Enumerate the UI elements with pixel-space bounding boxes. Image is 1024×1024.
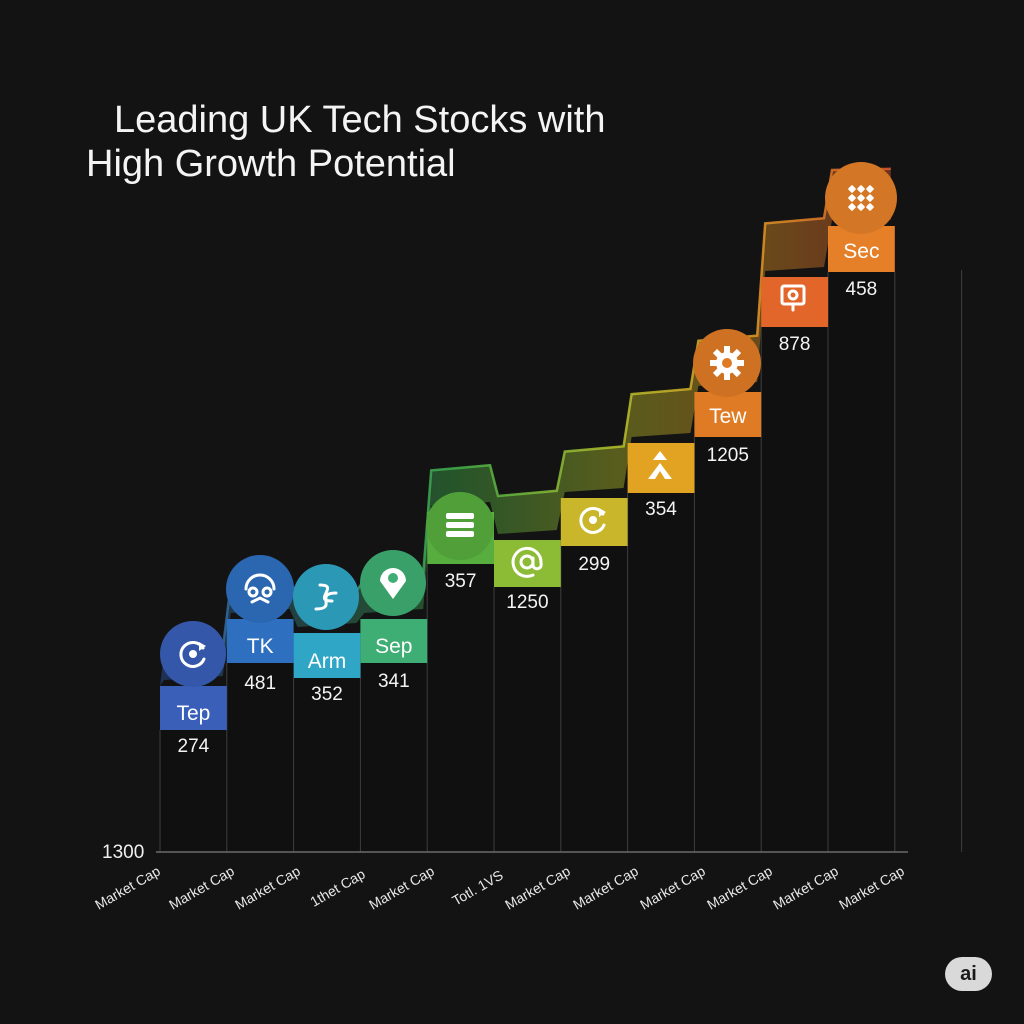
monitor-icon [780,284,806,312]
server-stack-icon [426,492,494,560]
x-tick-label: Market Cap [570,863,641,913]
at-sign-icon [511,546,543,578]
refresh-gear-icon [579,506,606,534]
bar-body [627,493,695,852]
bar-label: Tew [709,405,747,428]
x-tick-label: Market Cap [92,863,163,913]
bar-label: Sec [843,240,879,263]
x-tick-label: Market Cap [232,863,303,913]
x-tick-label: Market Cap [166,863,237,913]
map-pin-icon [360,550,426,616]
x-tick-label: Market Cap [836,863,907,913]
bar-label: Tep [176,702,210,725]
data-label: 1250 [506,592,548,613]
gear-icon [693,329,761,397]
bar [360,619,428,663]
bar-body [828,272,895,852]
bar-label: TK [247,635,274,658]
x-tick-label: Market Cap [704,863,775,913]
data-label: 274 [178,736,210,757]
bar-body [360,663,428,852]
knot-icon [293,564,359,630]
x-tick-label: Market Cap [366,863,437,913]
bar [226,619,294,663]
bar-body [560,546,628,852]
bar [160,686,227,730]
refresh-icon [160,621,226,687]
grid-icon [825,162,897,234]
x-tick-label: Market Cap [637,863,708,913]
chart-title-line-2: High Growth Potential [86,143,456,185]
data-label: 357 [445,571,477,592]
bar-label: Sep [375,635,412,658]
bar [293,633,361,678]
bar-label: Arm [308,650,347,673]
bar [694,392,762,437]
bar-body [427,564,494,852]
data-label: 1205 [707,445,749,466]
data-label: 352 [311,684,343,705]
bar-body [761,327,828,852]
x-tick-label: Market Cap [770,863,841,913]
bar-body [226,663,294,852]
y-axis-label: 1300 [102,842,144,863]
bar-body [694,437,762,852]
chart-title: Leading UK Tech Stocks with High Growth … [86,98,605,186]
robot-face-icon [226,555,294,623]
chart-title-line-1: Leading UK Tech Stocks with [114,99,606,141]
ai-badge: ai [945,957,992,991]
person-up-icon [648,451,672,479]
data-label: 878 [779,334,811,355]
data-label: 341 [378,671,410,692]
x-tick-label: 1thet Cap [307,865,368,909]
data-label: 458 [846,279,878,300]
growth-area [160,168,891,687]
data-label: 299 [578,554,610,575]
bar-body [160,730,227,852]
bar-body [494,587,561,852]
data-label: 481 [244,673,276,694]
x-tick-label: Market Cap [502,863,573,913]
bar-body [293,678,361,852]
data-label: 354 [645,499,677,520]
x-tick-label: Totl. 1VS [449,867,506,909]
